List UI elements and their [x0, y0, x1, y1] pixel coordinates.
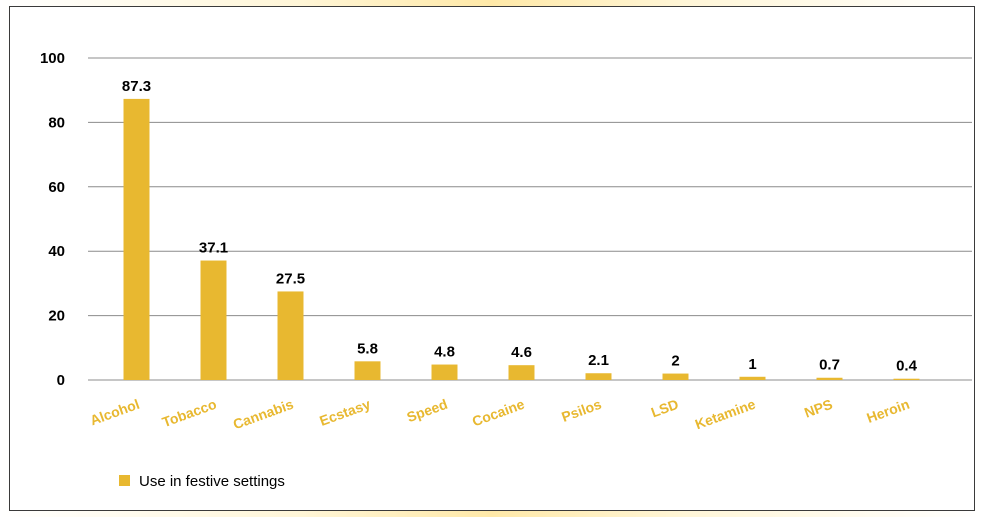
data-label: 27.5 [276, 270, 305, 287]
chart-frame: 0 20 40 60 80 100 87.3 37.1 27.5 5.8 4.8 4.6 2.1 2 1 0… [9, 6, 975, 511]
bars [123, 98, 920, 381]
category-label: Heroin [864, 396, 911, 426]
data-label: 37.1 [199, 240, 228, 257]
data-label: 4.8 [434, 344, 455, 361]
bar [123, 98, 150, 381]
category-label: NPS [802, 396, 835, 421]
bar-chart: 0 20 40 60 80 100 87.3 37.1 27.5 5.8 4.8 4.6 2.1 2 1 0… [40, 50, 972, 490]
bar [893, 378, 920, 380]
category-label: Alcohol [88, 396, 142, 429]
y-axis-tick-labels: 0 20 40 60 80 100 [40, 50, 65, 389]
category-label: Ketamine [693, 396, 758, 433]
legend-label: Use in festive settings [139, 473, 285, 490]
bar [662, 373, 689, 380]
bar [354, 361, 381, 380]
bar [277, 291, 304, 380]
data-labels: 87.3 37.1 27.5 5.8 4.8 4.6 2.1 2 1 0.7 0.4 [122, 78, 918, 375]
bar [200, 260, 227, 380]
legend: Use in festive settings [119, 473, 285, 490]
category-label: Speed [405, 396, 450, 425]
legend-swatch [119, 475, 130, 486]
category-label: Ecstasy [317, 396, 372, 429]
x-axis-category-labels: Alcohol Tobacco Cannabis Ecstasy Speed Cocain… [88, 396, 912, 433]
category-label: LSD [649, 396, 681, 421]
data-label: 1 [748, 356, 756, 373]
data-label: 5.8 [357, 340, 378, 357]
y-tick-label: 20 [48, 308, 65, 325]
y-tick-label: 40 [48, 243, 65, 260]
bar [508, 365, 535, 380]
bar [816, 377, 843, 380]
category-label: Cocaine [470, 396, 527, 430]
data-label: 0.4 [896, 358, 918, 375]
data-label: 2 [671, 353, 679, 370]
data-label: 4.6 [511, 344, 532, 361]
y-tick-label: 0 [57, 372, 65, 389]
bar [431, 364, 458, 380]
y-tick-label: 60 [48, 179, 65, 196]
bar [585, 373, 612, 380]
data-label: 87.3 [122, 78, 151, 95]
bar [739, 376, 766, 380]
data-label: 0.7 [819, 357, 840, 374]
category-label: Psilos [559, 396, 603, 425]
y-tick-label: 80 [48, 114, 65, 131]
category-label: Cannabis [231, 396, 296, 433]
data-label: 2.1 [588, 352, 609, 369]
category-label: Tobacco [160, 396, 219, 430]
y-tick-label: 100 [40, 50, 65, 67]
